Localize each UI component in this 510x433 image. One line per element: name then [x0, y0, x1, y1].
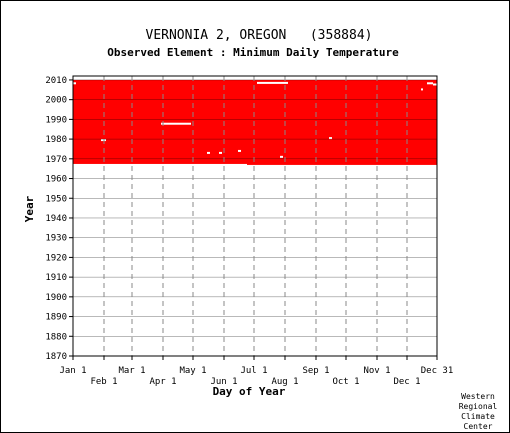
x-tick-label: Dec 31 — [421, 366, 454, 376]
x-tick-label: Feb 1 — [90, 377, 117, 387]
y-tick-label: 1930 — [45, 234, 67, 244]
x-tick-label: May 1 — [179, 366, 206, 376]
y-tick-label: 2010 — [45, 76, 67, 86]
y-tick-label: 2000 — [45, 96, 67, 106]
y-tick-label: 1960 — [45, 175, 67, 185]
missing-data-segment — [421, 88, 423, 91]
y-tick-label: 1880 — [45, 332, 67, 342]
data-coverage-block — [247, 79, 437, 165]
y-tick-label: 1990 — [45, 115, 67, 125]
x-tick-label: Mar 1 — [118, 366, 145, 376]
plot-tick-labels: 1870 1880 1890 1900 1910 1920 1930 1940 1950 1960… — [45, 76, 453, 387]
missing-data-segment — [433, 83, 438, 86]
x-axis-label: Day of Year — [213, 385, 286, 398]
y-tick-label: 1940 — [45, 214, 67, 224]
x-tick-label: Jan 1 — [59, 366, 86, 376]
x-tick-label: Nov 1 — [363, 366, 390, 376]
y-tick-label: 1980 — [45, 135, 67, 145]
missing-data-segment — [427, 82, 433, 85]
missing-data-segment — [161, 122, 191, 125]
missing-data-segment — [329, 137, 332, 140]
y-axis-label: Year — [23, 195, 36, 222]
missing-data-segment — [280, 155, 283, 158]
y-tick-label: 1910 — [45, 273, 67, 283]
credit-line: Regional — [459, 402, 498, 411]
x-tick-label: Dec 1 — [393, 377, 420, 387]
plot-border — [72, 75, 438, 357]
y-tick-label: 1920 — [45, 253, 67, 263]
y-tick-label: 1890 — [45, 313, 67, 323]
plot-data-layer — [73, 79, 438, 165]
plot-grid — [73, 76, 437, 357]
wrcc-credit: Western Regional Climate Center — [459, 392, 498, 431]
data-coverage-block — [73, 79, 247, 164]
credit-line: Climate — [461, 412, 495, 421]
y-tick-label: 1950 — [45, 194, 67, 204]
credit-line: Western — [461, 392, 495, 401]
x-tick-label: Jul 1 — [240, 366, 267, 376]
missing-data-segment — [238, 149, 241, 152]
y-tick-label: 1870 — [45, 352, 67, 362]
x-tick-label: Apr 1 — [149, 377, 176, 387]
chart-subtitle: Observed Element : Minimum Daily Tempera… — [107, 46, 399, 59]
y-tick-label: 1900 — [45, 293, 67, 303]
chart-title: VERNONIA 2, OREGON (358884) — [146, 28, 373, 43]
missing-data-segment — [257, 81, 288, 84]
x-tick-label: Jun 1 — [210, 377, 237, 387]
missing-data-segment — [207, 151, 210, 154]
credit-line: Center — [464, 422, 493, 431]
y-tick-label: 1970 — [45, 155, 67, 165]
x-tick-label: Sep 1 — [302, 366, 329, 376]
x-tick-label: Oct 1 — [332, 377, 359, 387]
x-tick-label: Aug 1 — [271, 377, 298, 387]
missing-data-segment — [73, 82, 76, 85]
missing-data-segment — [219, 151, 222, 154]
